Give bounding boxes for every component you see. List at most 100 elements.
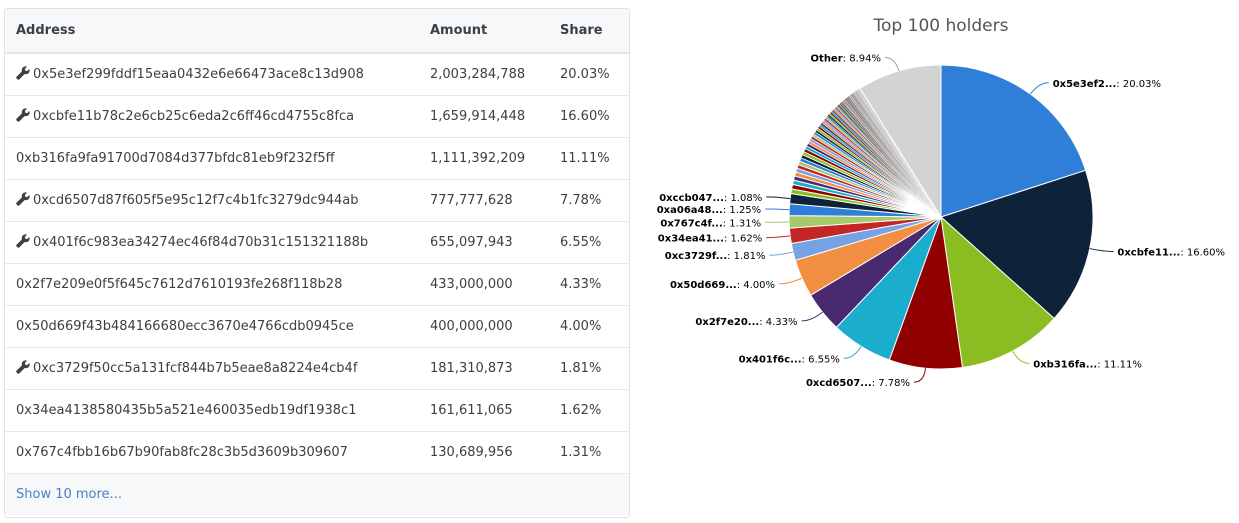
pie-slice-3-label: 0xcd6507...: 7.78% (806, 378, 910, 389)
share-cell: 1.81% (549, 347, 629, 389)
pie-slice-11-label-value: : 1.08% (724, 193, 762, 204)
address-text: 0xcbfe11b78c2e6cb25c6eda2c6ff46cd4755c8f… (33, 109, 354, 124)
table-row: 0xc3729f50cc5a131fcf844b7b5eae8a8224e4cb… (5, 347, 629, 389)
amount-cell: 130,689,956 (419, 431, 549, 473)
table-row: 0x5e3ef299fddf15eaa0432e6e66473ace8c13d9… (5, 53, 629, 95)
pie-slice-other-connector (885, 58, 899, 71)
pie-slice-5-label-value: : 4.33% (759, 317, 797, 328)
address-text: 0x2f7e209e0f5f645c7612d7610193fe268f118b… (16, 277, 342, 292)
header-amount: Amount (419, 9, 549, 53)
show-more-link[interactable]: Show 10 more... (5, 487, 122, 502)
amount-cell: 433,000,000 (419, 263, 549, 305)
wrench-icon (16, 192, 30, 206)
header-share: Share (549, 9, 629, 53)
share-cell: 4.00% (549, 305, 629, 347)
pie-slice-7-label-value: : 1.81% (727, 251, 765, 262)
pie-slice-3-label-value: : 7.78% (872, 378, 910, 389)
share-cell: 1.31% (549, 431, 629, 473)
pie-chart: Top 100 holders 0x5e3ef2...: 20.03% 0xcbf… (640, 0, 1239, 519)
share-cell: 11.11% (549, 137, 629, 179)
address-cell: 0x5e3ef299fddf15eaa0432e6e66473ace8c13d9… (5, 53, 419, 95)
pie-slice-4-label: 0x401f6c...: 6.55% (739, 354, 840, 365)
wrench-icon (16, 66, 30, 80)
pie-slice-8-label-value: : 1.62% (724, 234, 762, 245)
pie-slice-0-connector (1030, 83, 1048, 94)
table-footer: Show 10 more... (5, 474, 629, 515)
amount-cell: 1,111,392,209 (419, 137, 549, 179)
wrench-icon (16, 360, 30, 374)
pie-slice-other-label-value: : 8.94% (843, 54, 881, 65)
address-text: 0x34ea4138580435b5a521e460035edb19df1938… (16, 403, 356, 418)
amount-cell: 2,003,284,788 (419, 53, 549, 95)
amount-cell: 161,611,065 (419, 389, 549, 431)
pie-slice-1-label-value: : 16.60% (1180, 247, 1225, 258)
pie-slice-10-label-value: : 1.25% (723, 205, 761, 216)
table-row: 0xb316fa9fa91700d7084d377bfdc81eb9f232f5… (5, 137, 629, 179)
pie-slice-3-label-name: 0xcd6507... (806, 378, 872, 389)
share-cell: 7.78% (549, 179, 629, 221)
pie-slice-1-connector (1090, 249, 1114, 252)
address-cell: 0xcbfe11b78c2e6cb25c6eda2c6ff46cd4755c8f… (5, 95, 419, 137)
pie-slice-5-label: 0x2f7e20...: 4.33% (695, 317, 797, 328)
pie-slice-10-label: 0xa06a48...: 1.25% (657, 205, 761, 216)
address-text: 0xb316fa9fa91700d7084d377bfdc81eb9f232f5… (16, 151, 335, 166)
address-cell: 0x50d669f43b484166680ecc3670e4766cdb0945… (5, 305, 419, 347)
pie-slice-2-connector (1013, 351, 1030, 363)
share-cell: 16.60% (549, 95, 629, 137)
holders-table: Address Amount Share 0x5e3ef299fddf15eaa… (5, 9, 629, 474)
table-row: 0x401f6c983ea34274ec46f84d70b31c15132118… (5, 221, 629, 263)
amount-cell: 400,000,000 (419, 305, 549, 347)
address-text: 0xcd6507d87f605f5e95c12f7c4b1fc3279dc944… (33, 193, 359, 208)
share-cell: 20.03% (549, 53, 629, 95)
address-cell: 0x767c4fbb16b67b90fab8fc28c3b5d3609b3096… (5, 431, 419, 473)
address-text: 0x50d669f43b484166680ecc3670e4766cdb0945… (16, 319, 354, 334)
pie-slice-0-label-name: 0x5e3ef2... (1053, 79, 1117, 90)
address-cell: 0xcd6507d87f605f5e95c12f7c4b1fc3279dc944… (5, 179, 419, 221)
pie-slice-other-label: Other: 8.94% (811, 54, 881, 65)
pie-slice-8-label-name: 0x34ea41... (658, 234, 724, 245)
pie-slice-9-label: 0x767c4f...: 1.31% (660, 218, 761, 229)
table-row: 0x767c4fbb16b67b90fab8fc28c3b5d3609b3096… (5, 431, 629, 473)
address-text: 0x5e3ef299fddf15eaa0432e6e66473ace8c13d9… (33, 67, 364, 82)
pie-slice-5-connector (802, 312, 823, 321)
header-address: Address (5, 9, 419, 53)
pie-slice-4-connector (844, 346, 861, 358)
table-row: 0x34ea4138580435b5a521e460035edb19df1938… (5, 389, 629, 431)
table-row: 0x50d669f43b484166680ecc3670e4766cdb0945… (5, 305, 629, 347)
pie-slice-11-label-name: 0xccb047... (659, 193, 724, 204)
pie-slice-11-label: 0xccb047...: 1.08% (659, 193, 762, 204)
pie-slice-8-label: 0x34ea41...: 1.62% (658, 234, 763, 245)
chart-title: Top 100 holders (873, 16, 1009, 36)
pie-slice-0-label-value: : 20.03% (1116, 79, 1161, 90)
pie-slice-2-label-value: : 11.11% (1097, 359, 1142, 370)
pie-slice-11-connector (766, 197, 790, 199)
address-cell: 0x2f7e209e0f5f645c7612d7610193fe268f118b… (5, 263, 419, 305)
pie-slice-4-label-name: 0x401f6c... (739, 354, 802, 365)
amount-cell: 777,777,628 (419, 179, 549, 221)
amount-cell: 181,310,873 (419, 347, 549, 389)
pie-slice-6-label-name: 0x50d669... (670, 280, 737, 291)
pie-slice-1-label: 0xcbfe11...: 16.60% (1117, 247, 1225, 258)
address-cell: 0x401f6c983ea34274ec46f84d70b31c15132118… (5, 221, 419, 263)
pie-slice-9-label-value: : 1.31% (723, 218, 761, 229)
address-text: 0xc3729f50cc5a131fcf844b7b5eae8a8224e4cb… (33, 361, 357, 376)
pie-slice-6-label: 0x50d669...: 4.00% (670, 280, 775, 291)
pie-slice-5-label-name: 0x2f7e20... (695, 317, 759, 328)
pie-slice-2-label: 0xb316fa...: 11.11% (1033, 359, 1142, 370)
amount-cell: 1,659,914,448 (419, 95, 549, 137)
pie-slice-10-label-name: 0xa06a48... (657, 205, 723, 216)
pie-chart-container: Top 100 holders 0x5e3ef2...: 20.03% 0xcbf… (640, 0, 1239, 519)
pie-slice-0-label: 0x5e3ef2...: 20.03% (1053, 79, 1161, 90)
pie-slice-6-label-value: : 4.00% (737, 280, 775, 291)
table-row: 0xcd6507d87f605f5e95c12f7c4b1fc3279dc944… (5, 179, 629, 221)
wrench-icon (16, 108, 30, 122)
address-cell: 0xc3729f50cc5a131fcf844b7b5eae8a8224e4cb… (5, 347, 419, 389)
share-cell: 1.62% (549, 389, 629, 431)
pie-slice-2-label-name: 0xb316fa... (1033, 359, 1097, 370)
pie-slice-6-connector (779, 278, 802, 284)
holders-table-card: Address Amount Share 0x5e3ef299fddf15eaa… (4, 8, 630, 518)
table-row: 0xcbfe11b78c2e6cb25c6eda2c6ff46cd4755c8f… (5, 95, 629, 137)
share-cell: 4.33% (549, 263, 629, 305)
pie-slice-1-label-name: 0xcbfe11... (1117, 247, 1180, 258)
pie-slice-4-label-value: : 6.55% (802, 354, 840, 365)
